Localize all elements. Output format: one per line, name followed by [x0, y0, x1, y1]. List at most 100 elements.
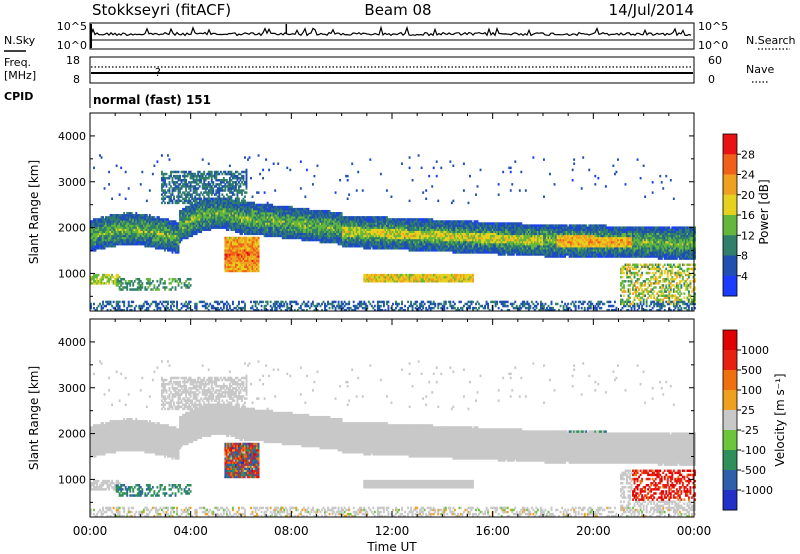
- power-cell: [274, 189, 276, 191]
- power-cell: [111, 198, 113, 200]
- noise-trace: [91, 24, 693, 48]
- power-cell: [387, 305, 389, 307]
- power-cell: [300, 160, 302, 162]
- noise-right-label: N.Search: [746, 34, 796, 47]
- power-cell: [339, 179, 341, 181]
- power-cell: [264, 191, 266, 193]
- noise-left-tick-top: 10^5: [57, 20, 87, 33]
- power-cell: [181, 282, 183, 284]
- power-cell: [172, 286, 174, 288]
- power-cell: [93, 303, 95, 305]
- date-label: 14/Jul/2014: [609, 1, 694, 19]
- power-cell: [351, 163, 353, 165]
- power-cell: [265, 158, 267, 160]
- power-cell: [116, 165, 118, 167]
- power-cell: [372, 301, 374, 303]
- power-cell: [252, 305, 254, 307]
- power-cell: [401, 301, 403, 303]
- power-cell: [146, 200, 148, 202]
- power-cell: [398, 303, 400, 305]
- power-cell: [383, 301, 385, 303]
- power-cell: [173, 196, 175, 198]
- power-cell: [164, 202, 166, 204]
- power-cell: [149, 189, 151, 191]
- power-cell: [178, 171, 180, 173]
- power-cell: [369, 158, 371, 160]
- power-cell: [149, 278, 151, 280]
- power-cell: [102, 301, 104, 303]
- power-cell: [190, 284, 192, 286]
- power-cell: [362, 189, 364, 191]
- power-cell: [312, 301, 314, 303]
- power-cell: [252, 196, 254, 198]
- power-cell: [347, 179, 349, 181]
- power-cell: [141, 282, 143, 284]
- power-cell: [386, 189, 388, 191]
- power-cell: [392, 303, 394, 305]
- power-cell: [185, 179, 187, 181]
- power-cell: [347, 175, 349, 177]
- power-cell: [404, 305, 406, 307]
- power-cell: [243, 175, 245, 177]
- power-cell: [353, 301, 355, 303]
- power-cell: [131, 305, 133, 307]
- power-cell: [259, 173, 261, 175]
- power-cell: [108, 171, 110, 173]
- power-cell: [113, 301, 115, 303]
- power-cell: [166, 173, 168, 175]
- noise-left-label: N.Sky: [4, 34, 36, 47]
- power-cell: [199, 185, 201, 187]
- power-cell: [123, 301, 125, 303]
- power-cell: [270, 301, 272, 303]
- power-cell: [175, 286, 177, 288]
- power-cell: [202, 158, 204, 160]
- power-cell: [98, 274, 100, 276]
- power-cell: [286, 303, 288, 305]
- power-cell: [125, 171, 127, 173]
- nave-label: Nave: [746, 63, 774, 76]
- noise-sky-line: [91, 28, 691, 36]
- power-cell: [366, 305, 368, 307]
- power-cell: [156, 280, 158, 282]
- power-cell: [348, 301, 350, 303]
- power-cell: [167, 154, 169, 156]
- power-cell: [161, 154, 163, 156]
- power-cell: [152, 280, 154, 282]
- power-cell: [356, 189, 358, 191]
- power-cell: [153, 165, 155, 167]
- freq-marker: ?: [155, 66, 161, 79]
- power-cell: [347, 198, 349, 200]
- power-cell: [166, 183, 168, 185]
- power-cell: [289, 169, 291, 171]
- power-cell: [357, 171, 359, 173]
- power-cell: [258, 191, 260, 193]
- power-cell: [335, 191, 337, 193]
- power-cell: [128, 301, 130, 303]
- power-cell: [390, 196, 392, 198]
- power-cell: [108, 183, 110, 185]
- freq-left-label-line2: [MHz]: [4, 69, 36, 82]
- power-cell: [203, 171, 205, 173]
- power-cell: [119, 301, 121, 303]
- power-cell: [229, 305, 231, 307]
- power-cell: [348, 193, 350, 195]
- power-cell: [238, 301, 240, 303]
- power-cell: [141, 171, 143, 173]
- power-cell: [169, 278, 171, 280]
- power-cell: [181, 286, 183, 288]
- freq-left-tick-bottom: 8: [73, 73, 80, 86]
- power-cell: [380, 305, 382, 307]
- power-cell: [233, 193, 235, 195]
- power-cell: [101, 156, 103, 158]
- power-cell: [173, 305, 175, 307]
- power-cell: [232, 301, 234, 303]
- power-cell: [167, 301, 169, 303]
- power-cell: [153, 284, 155, 286]
- power-cell: [190, 301, 192, 303]
- beam-label: Beam 08: [364, 1, 431, 19]
- power-cell: [380, 173, 382, 175]
- noise-panel-frame: [90, 23, 694, 49]
- power-cell: [119, 193, 121, 195]
- power-cell: [93, 167, 95, 169]
- power-cell: [173, 301, 175, 303]
